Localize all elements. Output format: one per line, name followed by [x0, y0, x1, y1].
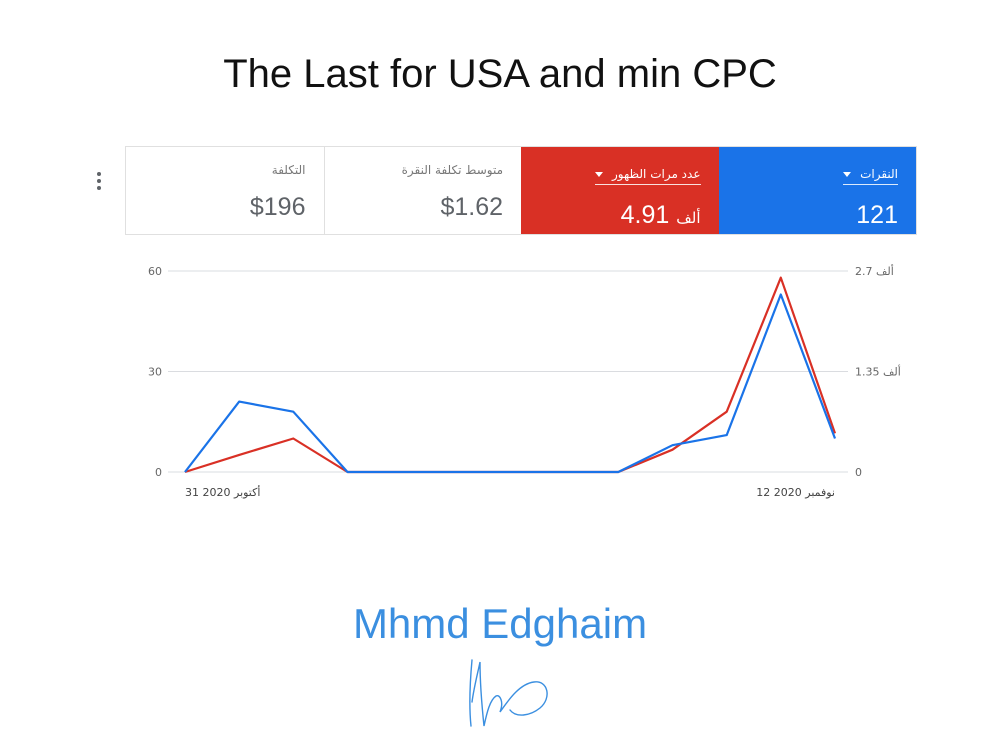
- impressions-series-line: [184, 276, 837, 474]
- y-tick-label-left: 30: [148, 366, 162, 379]
- y-tick-label-right: 1.35 ألف: [855, 365, 901, 379]
- y-tick-label-right: 2.7 ألف: [855, 264, 894, 278]
- dot: [97, 186, 101, 190]
- more-options-icon[interactable]: [92, 170, 106, 192]
- clicks-series-line: [184, 293, 837, 474]
- caret-down-icon: [843, 172, 852, 177]
- signature-graphic: [469, 659, 548, 727]
- metric-dropdown-clicks[interactable]: النقرات: [843, 167, 898, 185]
- metric-value-clicks: 121: [856, 201, 898, 229]
- impressions-number: 4.91: [620, 201, 670, 229]
- metrics-bar: التكلفة $196 متوسط تكلفة النقرة $1.62 عد…: [125, 146, 917, 235]
- dot: [97, 179, 101, 183]
- metric-value-cost: $196: [249, 193, 306, 221]
- metric-card-clicks[interactable]: النقرات 121: [718, 147, 916, 234]
- y-tick-label-right: 0: [855, 466, 862, 479]
- x-tick-label: 12 نوفمبر 2020: [756, 486, 835, 499]
- metric-value-avg-cpc: $1.62: [440, 193, 503, 221]
- performance-chart: 60 2.7 ألف 30 1.35 ألف 0 0 31 أكتوبر 2020 12 نو…: [148, 264, 901, 499]
- y-tick-label-left: 0: [155, 466, 162, 479]
- caret-down-icon: [595, 172, 604, 177]
- metric-label-cost: التكلفة: [271, 163, 306, 177]
- y-tick-label-left: 60: [148, 265, 162, 278]
- metric-value-impressions: 4.91 ألف: [539, 201, 701, 230]
- impressions-unit: ألف: [676, 209, 701, 227]
- dot: [97, 172, 101, 176]
- metric-card-avg-cpc[interactable]: متوسط تكلفة النقرة $1.62: [323, 147, 522, 234]
- metric-dropdown-impressions[interactable]: عدد مرات الظهور: [595, 167, 701, 185]
- metric-card-cost[interactable]: التكلفة $196: [126, 147, 324, 234]
- metric-label-avg-cpc: متوسط تكلفة النقرة: [401, 163, 503, 177]
- page-title: The Last for USA and min CPC: [223, 52, 777, 96]
- metric-card-impressions[interactable]: عدد مرات الظهور 4.91 ألف: [521, 147, 719, 234]
- metric-label-impressions: عدد مرات الظهور: [612, 167, 701, 181]
- x-tick-label: 31 أكتوبر 2020: [185, 485, 260, 499]
- metric-label-clicks: النقرات: [860, 167, 898, 181]
- author-name: Mhmd Edghaim: [352, 600, 648, 647]
